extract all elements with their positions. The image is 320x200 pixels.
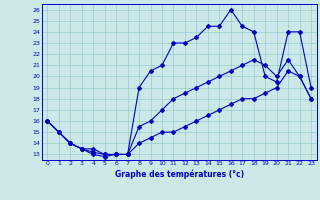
X-axis label: Graphe des températures (°c): Graphe des températures (°c) — [115, 169, 244, 179]
